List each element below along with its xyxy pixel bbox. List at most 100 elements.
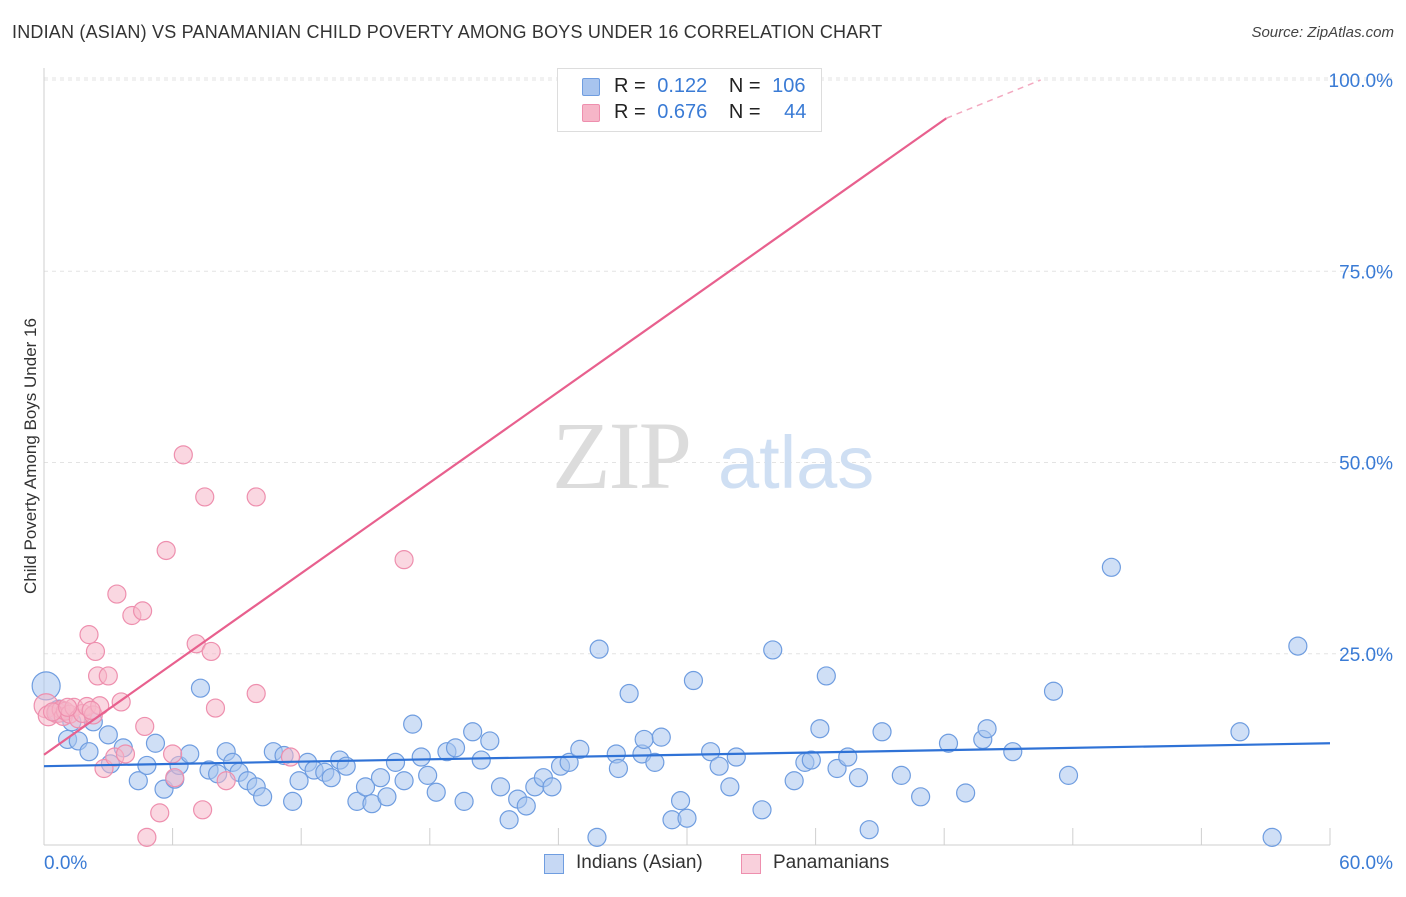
point-panamanians [195, 487, 215, 507]
watermark-zip: ZIP [552, 402, 690, 509]
point-indians [289, 771, 309, 791]
point-indians [848, 768, 869, 788]
point-indians [1288, 636, 1308, 656]
point-indians [859, 820, 879, 840]
legend-n-label: N = [728, 101, 761, 123]
axes [43, 68, 1331, 846]
point-indians [872, 722, 892, 742]
point-indians [1101, 557, 1121, 577]
point-indians [480, 731, 500, 751]
point-indians [394, 771, 414, 791]
point-indians [726, 747, 746, 767]
y-tick-label: 75.0% [1339, 262, 1393, 283]
point-indians [411, 747, 431, 767]
watermark: ZIP atlas [552, 402, 874, 509]
point-panamanians [115, 744, 136, 764]
trend-line-indians [43, 742, 1331, 768]
point-indians [1262, 827, 1282, 847]
point-indians [651, 727, 671, 747]
point-indians [98, 725, 118, 745]
point-panamanians [85, 641, 106, 662]
point-indians [784, 771, 804, 791]
legend-swatch-blue [582, 78, 600, 96]
point-indians [1230, 722, 1250, 742]
point-indians [720, 777, 740, 797]
point-indians [977, 719, 997, 739]
point-panamanians [107, 584, 127, 604]
y-tick-label: 25.0% [1339, 645, 1393, 666]
grid [44, 77, 1395, 655]
legend-r-value: 0.676 [657, 101, 708, 123]
point-indians [589, 639, 609, 659]
point-panamanians [150, 803, 170, 823]
chart-title: INDIAN (ASIAN) VS PANAMANIAN CHILD POVER… [12, 22, 883, 42]
tick-labels: 100.0% 75.0% 50.0% 25.0% 0.0% 60.0% [44, 71, 1393, 874]
y-tick-label: 100.0% [1329, 71, 1394, 92]
point-indians [445, 738, 466, 758]
bottom-legend-swatch-blue [544, 854, 564, 874]
point-indians [355, 777, 376, 797]
point-panamanians [246, 487, 266, 507]
point-panamanians [79, 625, 99, 645]
source-label: Source: ZipAtlas.com [1251, 24, 1394, 41]
point-panamanians [186, 634, 206, 654]
point-panamanians [165, 768, 185, 788]
legend-n-label: N = [728, 75, 761, 97]
point-panamanians [280, 747, 301, 767]
point-indians [377, 787, 397, 807]
y-axis-title-wrapper: Child Poverty Among Boys Under 16 [18, 0, 48, 892]
point-indians [385, 752, 406, 772]
series-panamanians-points [33, 445, 414, 847]
point-panamanians [57, 697, 78, 717]
point-indians [283, 791, 303, 811]
point-panamanians [394, 550, 414, 570]
point-indians [683, 670, 704, 691]
bottom-legend-swatch-pink [741, 854, 761, 874]
y-tick-label: 50.0% [1339, 454, 1393, 475]
point-panamanians [135, 716, 155, 737]
point-panamanians [216, 771, 236, 791]
point-indians [645, 752, 665, 772]
point-indians [426, 782, 446, 802]
bottom-legend-label-indians: Indians (Asian) [576, 852, 703, 873]
point-indians [463, 722, 483, 742]
legend-r-value: 0.122 [657, 75, 708, 97]
point-indians [700, 742, 721, 762]
point-panamanians [201, 641, 221, 662]
point-indians [542, 777, 562, 797]
trend-line-panamanians-extension [946, 79, 1041, 119]
point-panamanians [132, 601, 153, 621]
point-indians [938, 733, 959, 753]
point-indians [370, 768, 391, 788]
point-indians [180, 744, 200, 764]
point-indians [956, 783, 976, 803]
point-indians [253, 787, 273, 807]
point-indians [801, 750, 821, 770]
x-tick-label: 60.0% [1339, 853, 1393, 874]
series-indians-points [31, 557, 1308, 847]
point-indians [1058, 765, 1079, 785]
point-panamanians [137, 827, 157, 847]
point-indians [763, 640, 783, 660]
point-indians [499, 810, 519, 830]
point-indians [321, 768, 341, 788]
point-indians [490, 777, 511, 797]
point-indians [911, 787, 931, 807]
point-panamanians [156, 540, 176, 561]
point-indians [516, 796, 536, 816]
point-indians [454, 791, 474, 811]
point-indians [619, 683, 639, 704]
legend-r-label: R = [614, 101, 646, 123]
point-indians [79, 742, 99, 762]
point-indians [471, 750, 491, 770]
point-indians [891, 765, 911, 785]
point-indians [570, 739, 590, 759]
point-indians [752, 800, 772, 820]
watermark-atlas: atlas [718, 421, 874, 504]
point-panamanians [81, 700, 101, 720]
point-indians [608, 758, 629, 779]
point-indians [587, 827, 607, 847]
point-panamanians [193, 800, 213, 820]
point-indians [190, 678, 211, 698]
